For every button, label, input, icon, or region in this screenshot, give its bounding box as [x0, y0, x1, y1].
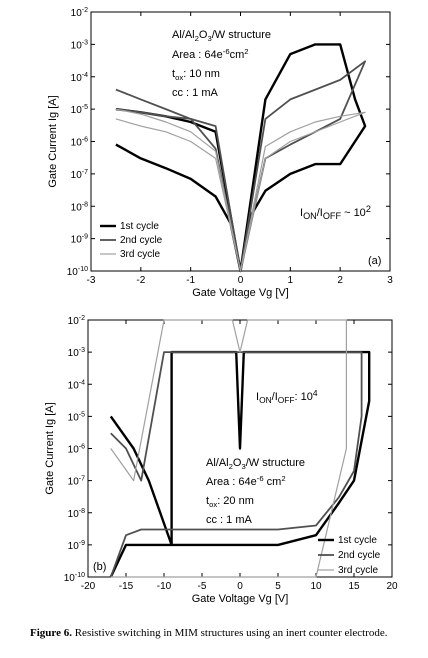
a-x-tick-label: 1 [288, 275, 294, 286]
a-legend-label-3: 3rd cycle [120, 249, 160, 260]
b-y-tick-label: 10-10 [64, 572, 85, 584]
b-legend-label-1: 1st cycle [338, 535, 377, 546]
b-y-tick-label: 10-4 [68, 379, 85, 391]
caption-text: Resistive switching in MIM structures us… [71, 627, 388, 639]
a-y-tick-label: 10-9 [71, 234, 88, 246]
b-y-tick-label: 10-9 [68, 540, 85, 552]
a-y-tick-label: 10-5 [71, 104, 88, 116]
a-x-tick-label: 3 [387, 275, 393, 286]
figure-caption: Figure 6. Resistive switching in MIM str… [30, 626, 422, 640]
b-x-tick-label: -5 [198, 581, 207, 592]
b-y-tick-label: 10-7 [68, 476, 85, 488]
b-x-tick-label: 10 [310, 581, 322, 592]
a-x-tick-label: 0 [238, 275, 244, 286]
b-x-tick-label: 15 [348, 581, 360, 592]
b-x-tick-label: -10 [157, 581, 172, 592]
a-series-2 [115, 60, 367, 272]
b-x-axis-label: Gate Voltage Vg [V] [192, 593, 289, 605]
a-annotation-ratio: ION/IOFF ~ 102 [300, 204, 371, 221]
a-annotation-area: Area : 64e-6cm2 [172, 47, 249, 61]
b-x-tick-label: 20 [386, 581, 398, 592]
a-x-tick-label: 2 [337, 275, 343, 286]
a-y-tick-label: 10-10 [67, 266, 88, 278]
a-y-tick-label: 10-4 [71, 72, 88, 84]
b-annotation-ratio: ION/IOFF: 104 [256, 388, 318, 405]
a-annotation-structure: Al/Al2O3/W structure [172, 29, 271, 43]
a-annotation-tox: tox: 10 nm [172, 68, 220, 82]
b-x-tick-label: 5 [275, 581, 281, 592]
b-y-tick-label: 10-6 [68, 444, 85, 456]
b-x-tick-label: 0 [237, 581, 243, 592]
b-y-tick-label: 10-5 [68, 411, 85, 423]
a-y-tick-label: 10-6 [71, 137, 88, 149]
a-x-axis-label: Gate Voltage Vg [V] [192, 287, 289, 299]
a-annotation-cc: cc : 1 mA [172, 87, 219, 99]
panel-b: -20 -15 -10 -5 0 5 10 15 20 10-10 10-9 10-8 10-7 10-6… [44, 315, 398, 605]
a-x-tick-label: -2 [136, 275, 145, 286]
a-y-tick-label: 10-3 [71, 39, 88, 51]
a-legend-label-2: 2nd cycle [120, 235, 163, 246]
b-annotation-structure: Al/Al2O3/W structure [206, 457, 305, 471]
a-panel-label: (a) [368, 255, 381, 267]
a-y-tick-label: 10-8 [71, 201, 88, 213]
caption-label: Figure 6. [30, 627, 72, 639]
b-y-tick-label: 10-3 [68, 347, 85, 359]
b-legend-label-3: 3rd cycle [338, 565, 378, 576]
b-y-tick-label: 10-2 [68, 315, 85, 327]
a-legend-label-1: 1st cycle [120, 221, 159, 232]
b-x-tick-label: -15 [119, 581, 134, 592]
b-annotation-tox: tox: 20 nm [206, 495, 254, 509]
a-series-1 [115, 43, 367, 273]
b-y-tick-label: 10-8 [68, 508, 85, 520]
a-y-tick-label: 10-2 [71, 7, 88, 19]
a-y-tick-label: 10-7 [71, 169, 88, 181]
a-y-axis-label: Gate Current Ig [A] [47, 95, 59, 187]
figure: -3 -2 -1 0 1 2 310-1010-910-810-710-610-510-41… [44, 7, 398, 605]
b-annotation-area: Area : 64e-6 cm2 [206, 474, 286, 488]
a-x-tick-label: -1 [186, 275, 195, 286]
panel-a: -3 -2 -1 0 1 2 3 10-10 10-9 10-8 10-7 10-6 10-5 10-4 1… [47, 7, 393, 299]
a-series-3 [115, 108, 366, 272]
b-series-3 [110, 319, 347, 578]
b-legend-label-2: 2nd cycle [338, 550, 381, 561]
b-annotation-cc: cc : 1 mA [206, 514, 253, 526]
a-x-tick-label: -3 [87, 275, 96, 286]
b-y-axis-label: Gate Current Ig [A] [44, 402, 56, 494]
b-panel-label: (b) [93, 561, 106, 573]
b-x-tick-label: -20 [81, 581, 96, 592]
b-series-2 [109, 351, 363, 578]
